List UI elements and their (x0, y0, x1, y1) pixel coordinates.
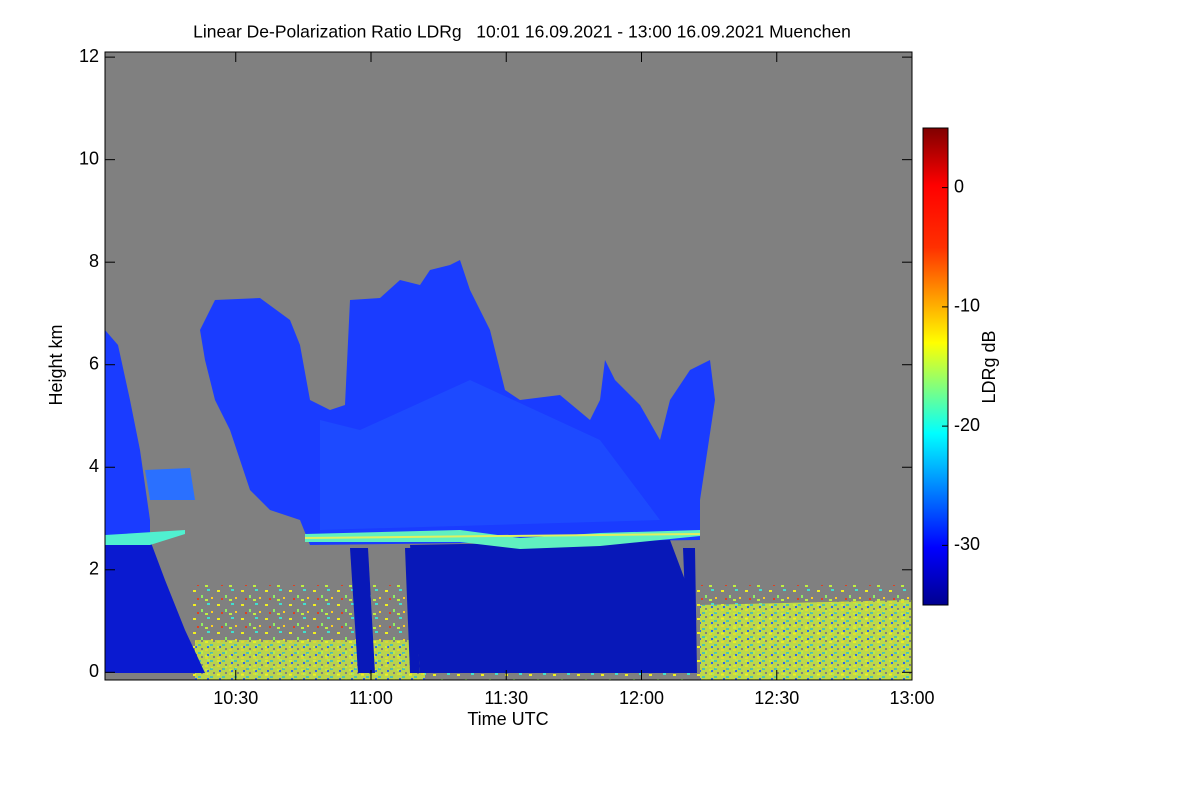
y-tick-label: 12 (79, 46, 99, 66)
x-tick-label: 12:30 (754, 688, 799, 708)
plot-frame (104, 51, 913, 681)
x-tick-label: 11:00 (349, 688, 393, 708)
y-tick-label: 4 (89, 456, 99, 476)
y-tick-label: 8 (89, 251, 99, 271)
x-tick-label: 11:30 (484, 688, 528, 708)
colorbar (922, 127, 949, 606)
colorbar-tick-label: -10 (954, 296, 980, 316)
y-tick-label: 6 (89, 353, 99, 373)
x-tick-label: 13:00 (889, 688, 934, 708)
colorbar-label: LDRg dB (979, 330, 999, 403)
chart-title: Linear De-Polarization Ratio LDRg 10:01 … (193, 22, 851, 42)
colorbar-tick-label: -20 (954, 415, 980, 435)
y-tick-label: 2 (89, 559, 99, 579)
x-axis-label: Time UTC (467, 709, 548, 729)
y-tick-label: 10 (79, 148, 99, 168)
colorbar-tick-label: -30 (954, 534, 980, 554)
y-axis-label: Height km (46, 324, 66, 405)
x-tick-label: 10:30 (213, 688, 258, 708)
colorbar-tick-label: 0 (954, 176, 964, 196)
y-tick-label: 0 (89, 661, 99, 681)
heatmap-field (105, 52, 912, 680)
x-tick-label: 12:00 (619, 688, 664, 708)
